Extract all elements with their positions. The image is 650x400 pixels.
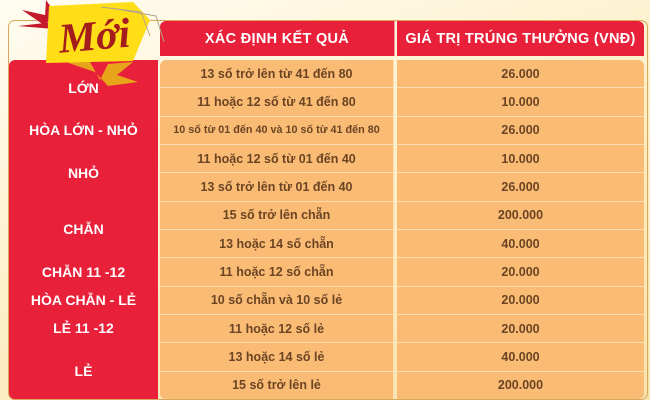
svg-text:Mới: Mới — [56, 11, 133, 63]
